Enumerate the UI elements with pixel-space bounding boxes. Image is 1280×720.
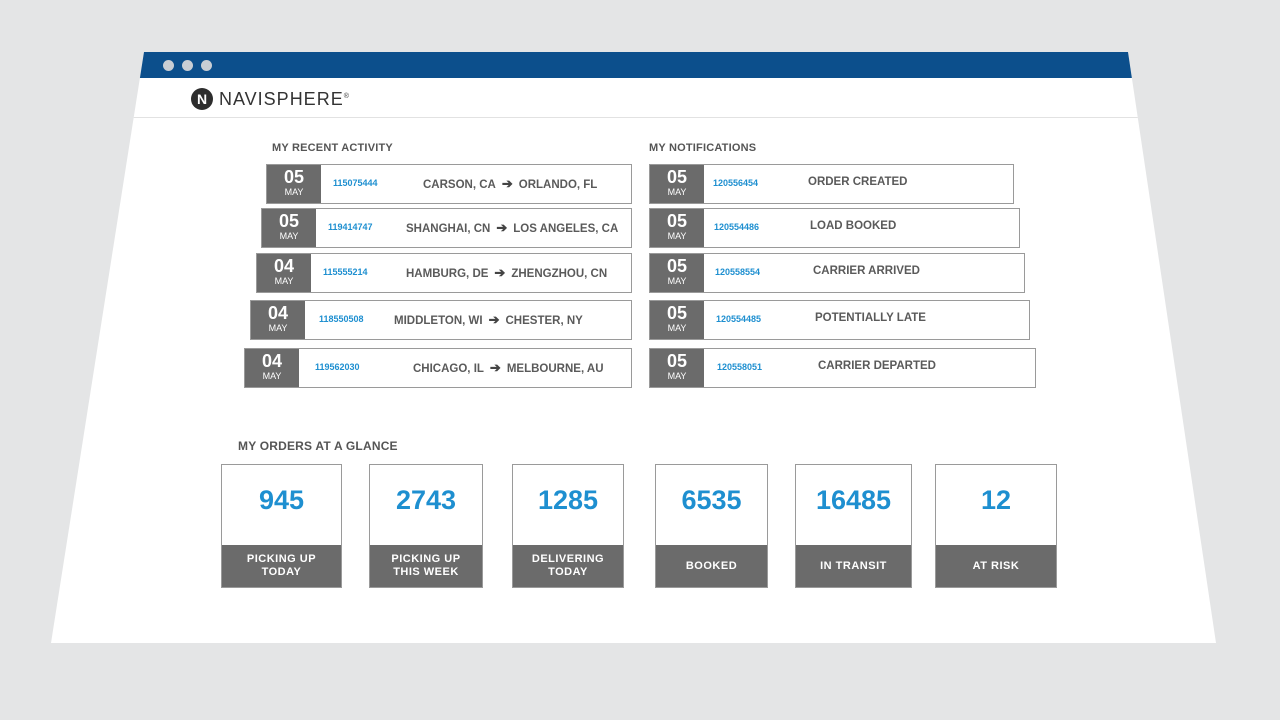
notifications-title: MY NOTIFICATIONS [649,142,757,154]
header-divider [51,117,1216,118]
shipment-number[interactable]: 120554485 [716,314,762,324]
logo-icon: N [191,88,213,110]
recent-activity-title: MY RECENT ACTIVITY [272,142,393,154]
activity-row[interactable]: 05 MAY 115075444 CARSON, CA ➔ ORLANDO, FL [266,164,632,204]
order-count: 16485 [815,485,892,515]
shipment-number[interactable]: 115075444 [333,178,378,188]
date-block: 05 MAY [650,349,704,387]
shipment-number[interactable]: 119414747 [328,222,373,232]
order-card[interactable]: 16485 IN TRANSIT [795,464,912,588]
notification-row[interactable]: 05 MAY 120554485 POTENTIALLY LATE [649,300,1030,340]
notification-row[interactable]: 05 MAY 120556454 ORDER CREATED [649,164,1014,204]
shipment-number[interactable]: 120558554 [715,267,761,277]
route: CARSON, CA ➔ ORLANDO, FL [423,176,598,191]
notification-row[interactable]: 05 MAY 120558554 CARRIER ARRIVED [649,253,1025,293]
notification-status: CARRIER ARRIVED [813,265,920,277]
route: MIDDLETON, WI ➔ CHESTER, NY [394,312,583,327]
date-block: 05 MAY [650,209,704,247]
route: HAMBURG, DE ➔ ZHENGZHOU, CN [406,265,608,280]
notification-status: LOAD BOOKED [810,220,897,232]
notification-row[interactable]: 05 MAY 120558051 CARRIER DEPARTED [649,348,1036,388]
activity-row[interactable]: 04 MAY 115555214 HAMBURG, DE ➔ ZHENGZHOU, C… [256,253,632,293]
date-block: 05 MAY [650,301,704,339]
activity-row[interactable]: 04 MAY 119562030 CHICAGO, IL ➔ MELBOURNE, A… [244,348,632,388]
date-block: 05 MAY [262,209,316,247]
route: CHICAGO, IL ➔ MELBOURNE, AU [413,360,604,375]
arrow-right-icon: ➔ [488,312,500,327]
date-block: 04 MAY [257,254,311,292]
notification-row[interactable]: 05 MAY 120554486 LOAD BOOKED [649,208,1020,248]
order-label: BOOKED [656,545,767,587]
date-block: 05 MAY [650,254,704,292]
order-count: 6535 [681,485,742,515]
order-count: 12 [980,485,1012,515]
activity-row[interactable]: 05 MAY 119414747 SHANGHAI, CN ➔ LOS ANGELES… [261,208,632,248]
notification-status: POTENTIALLY LATE [815,312,926,324]
order-card[interactable]: 1285 DELIVERING TODAY [512,464,624,588]
orders-title: MY ORDERS AT A GLANCE [238,439,398,453]
date-block: 04 MAY [251,301,305,339]
route: SHANGHAI, CN ➔ LOS ANGELES, CA [406,220,619,235]
window-control-dot[interactable] [182,60,193,71]
window-titlebar [51,52,1216,78]
order-card[interactable]: 12 AT RISK [935,464,1057,588]
order-count: 945 [258,485,305,515]
order-card[interactable]: 6535 BOOKED [655,464,768,588]
order-label: PICKING UP TODAY [222,545,341,587]
shipment-number[interactable]: 120556454 [713,178,759,188]
arrow-right-icon: ➔ [494,265,506,280]
activity-row[interactable]: 04 MAY 118550508 MIDDLETON, WI ➔ CHESTER, N… [250,300,632,340]
date-block: 04 MAY [245,349,299,387]
order-label: IN TRANSIT [796,545,911,587]
order-label: DELIVERING TODAY [513,545,623,587]
order-card[interactable]: 945 PICKING UP TODAY [221,464,342,588]
date-block: 05 MAY [267,165,321,203]
date-block: 05 MAY [650,165,704,203]
shipment-number[interactable]: 120554486 [714,222,760,232]
arrow-right-icon: ➔ [501,176,513,191]
window-control-dot[interactable] [163,60,174,71]
window-control-dot[interactable] [201,60,212,71]
shipment-number[interactable]: 115555214 [323,267,368,277]
order-card[interactable]: 2743 PICKING UP THIS WEEK [369,464,483,588]
logo-text: NAVISPHERE® [219,88,350,109]
order-label: AT RISK [936,545,1056,587]
shipment-number[interactable]: 118550508 [319,314,364,324]
notification-status: CARRIER DEPARTED [818,360,936,372]
order-count: 2743 [395,485,457,515]
shipment-number[interactable]: 120558051 [717,362,763,372]
shipment-number[interactable]: 119562030 [315,362,360,372]
arrow-right-icon: ➔ [489,360,501,375]
order-count: 1285 [537,485,599,515]
arrow-right-icon: ➔ [496,220,508,235]
navisphere-logo[interactable]: N NAVISPHERE® [191,87,350,111]
order-label: PICKING UP THIS WEEK [370,545,482,587]
notification-status: ORDER CREATED [808,176,908,188]
